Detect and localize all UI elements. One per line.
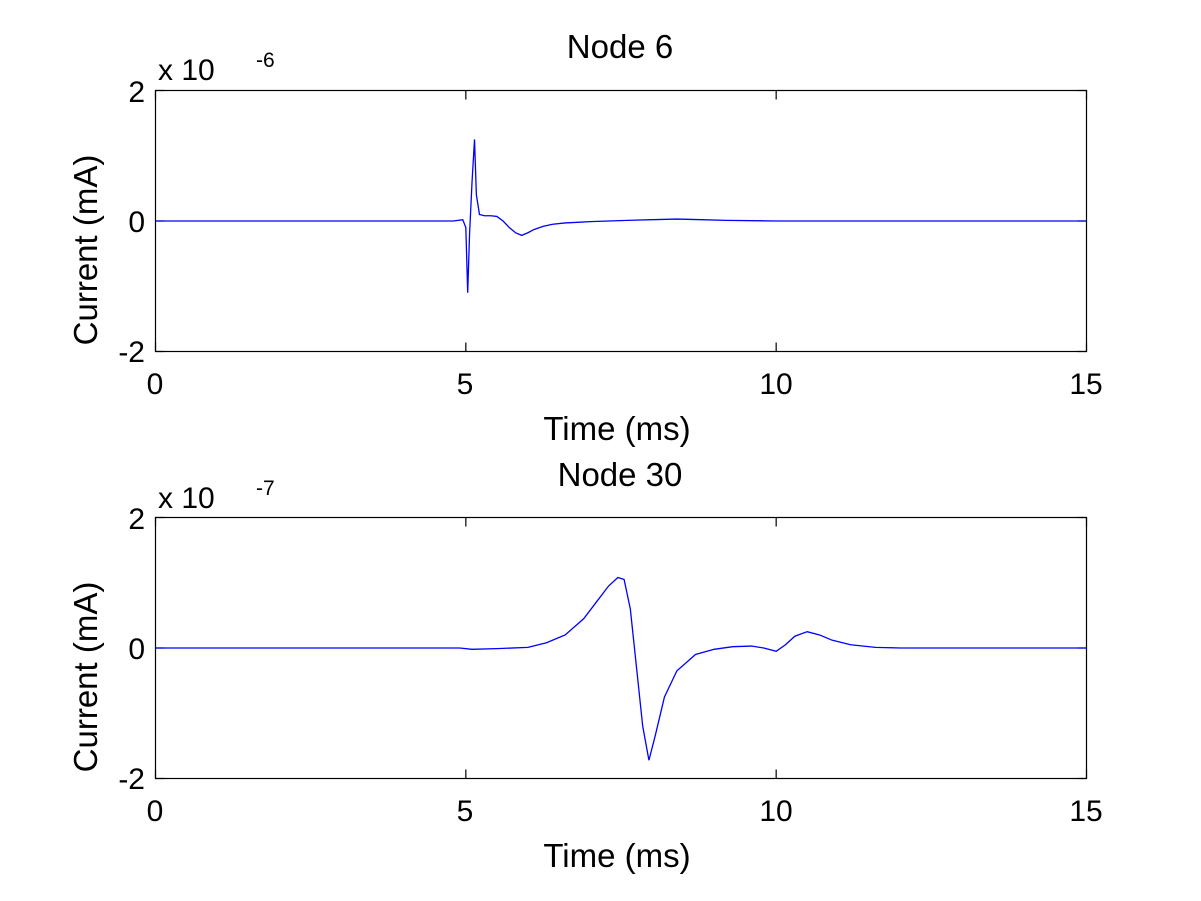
y-tick-label: 0 [128,633,145,666]
subplot-node-6: Node 6 x 10 -6 2 0 -2 0 5 10 15 Time (ms… [67,28,1103,447]
y-exponent-power: -7 [256,477,275,500]
y-exponent-label: x 10 [158,54,215,87]
y-exponent-power: -6 [256,49,275,72]
subplot-node-30: Node 30 x 10 -7 2 0 -2 0 5 10 15 Time (m… [67,456,1103,874]
series-line [155,576,1087,761]
x-tick-label: 15 [1069,795,1102,828]
x-tick-label: 5 [457,795,474,828]
y-tick-label: -2 [118,763,145,796]
y-tick-label: 2 [128,76,145,109]
ticks [154,89,1088,353]
x-tick-label: 0 [147,795,164,828]
y-axis-label: Current (mA) [67,582,104,773]
series-line [155,139,1087,293]
chart-title: Node 30 [558,456,683,493]
y-tick-label: 2 [128,503,145,536]
y-axis-label: Current (mA) [67,155,104,346]
y-exponent-label: x 10 [158,482,215,515]
x-tick-label: 5 [457,368,474,401]
x-tick-label: 0 [147,368,164,401]
chart-title: Node 6 [567,28,673,65]
x-tick-label: 15 [1069,368,1102,401]
y-tick-label: 0 [128,206,145,239]
x-axis-label: Time (ms) [543,837,690,874]
y-tick-label: -2 [118,336,145,369]
x-tick-label: 10 [759,795,792,828]
x-axis-label: Time (ms) [543,410,690,447]
x-tick-label: 10 [759,368,792,401]
